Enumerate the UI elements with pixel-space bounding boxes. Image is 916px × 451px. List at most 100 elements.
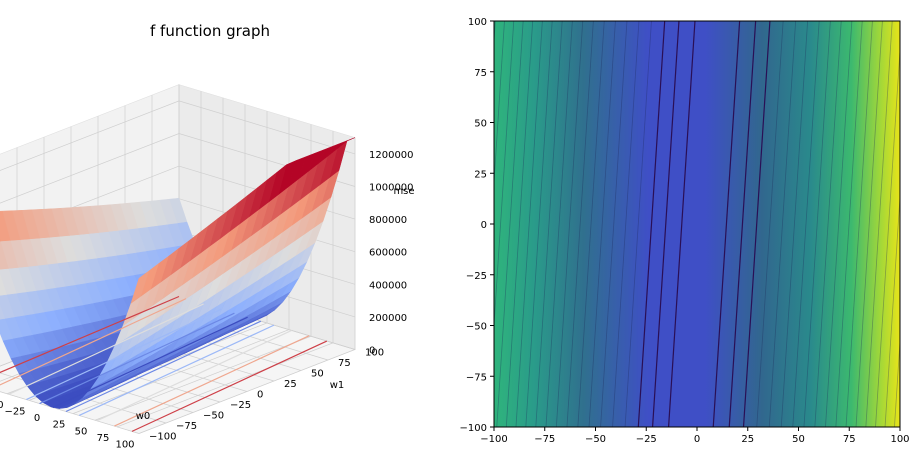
projection-line [0,298,187,386]
contour-line [442,21,468,427]
contour-line [624,21,652,427]
x-tick-label: 100 [890,434,909,445]
y-tick-label: 100 [468,17,487,28]
y-tick-label: −50 [203,411,224,422]
z-axis-label: mse [393,186,414,197]
z-tick-label: 800000 [369,215,407,226]
contour-line [545,21,573,427]
contour-line [433,21,459,427]
projection-line [26,308,222,401]
contour-line [494,21,505,189]
y-tick-label: −25 [230,400,251,411]
y-tick-label: 100 [365,348,384,359]
y-tick-label: −75 [176,421,197,432]
z-tick-label: 0 [369,346,375,357]
x-tick-label: −100 [480,434,507,445]
surface-mesh [0,137,356,409]
x-tick-label: 75 [97,433,110,444]
x-tick-label: −50 [585,434,606,445]
contour-line [612,21,640,427]
contour-line [416,21,442,427]
projection-line [78,324,275,417]
x-tick-label: −50 [0,400,4,411]
contour-line [525,21,553,427]
surface-plot-3d: f function graph −100−75−50−250255075100… [0,22,415,451]
projection-line [131,340,328,432]
x-tick-label: 0 [694,434,700,445]
contour-line [555,21,584,427]
y-tick-label: 50 [474,119,487,130]
z-tick-label: 1000000 [369,183,414,194]
floor-projection-contours [0,295,328,432]
y-tick-label: 75 [474,68,487,79]
contour-line [425,21,451,427]
contour-line [566,21,594,427]
y-tick-label: 0 [257,390,263,401]
x-tick-label: −25 [4,406,25,417]
contour-line [535,21,563,427]
grid-line-w1 [0,391,140,434]
y-axis-label: w1 [330,380,345,391]
contour-line [577,21,605,427]
grid-line-w1 [0,372,167,424]
x-tick-label: 50 [75,426,88,437]
contour-line [894,335,900,427]
x-tick-label: 100 [115,440,134,451]
contour-line [742,21,771,427]
projection-line [0,295,180,374]
contour-line [515,21,543,427]
y-tick-label: 25 [474,169,487,180]
contour-line [451,21,477,427]
contour-line [780,21,809,427]
contour-line [825,21,853,427]
contour-line [865,21,893,427]
3d-tick-labels: −100−75−50−250255075100−100−75−50−250255… [0,150,414,451]
y-tick-label: 75 [338,358,351,369]
z-tick-label: 1200000 [369,150,414,161]
contour-line [756,21,784,427]
surface-patch [130,270,150,304]
y-tick-label: −25 [466,271,487,282]
contour-line [728,21,757,427]
x-tick-label: 25 [741,434,754,445]
contour-line [407,21,433,427]
x-tick-label: 25 [53,420,66,431]
x-tick-label: 0 [34,413,40,424]
contour-background [494,21,900,427]
z-tick-label: 200000 [369,313,407,324]
y-tick-label: −75 [466,372,487,383]
contour-line [505,21,534,427]
x-tick-label: 50 [792,434,805,445]
contour-line [600,21,628,427]
contour-line [835,21,863,427]
contour-line [768,21,797,427]
grid-line-z [0,100,356,171]
contour-line [904,21,916,427]
contour-lines [407,21,916,427]
contour-line [651,21,680,427]
y-tick-label: 50 [311,369,324,380]
x-tick-label: −25 [636,434,657,445]
projection-line [8,303,204,395]
contour-line [884,190,900,427]
y-tick-label: 0 [481,220,487,231]
surface-plot-title: f function graph [150,22,270,40]
y-tick-label: −50 [466,322,487,333]
y-tick-label: −100 [460,423,487,434]
projection-line [65,320,262,413]
contour-line [814,21,842,427]
projection-line [96,329,292,422]
contour-line [588,21,616,427]
x-tick-label: −75 [534,434,555,445]
projection-line [52,316,248,409]
contour-line [637,21,666,427]
contour-ticks: −100 −75 −50 −25 0 25 50 75 100 −100 −75 −50 −25 0 25 5… [460,17,910,445]
y-tick-label: −100 [149,432,176,443]
x-tick-label: 75 [843,434,856,445]
contour-line [845,21,873,427]
contour-line [803,21,831,427]
contour-line [712,21,741,427]
z-tick-label: 400000 [369,280,407,291]
contour-line [855,21,883,427]
